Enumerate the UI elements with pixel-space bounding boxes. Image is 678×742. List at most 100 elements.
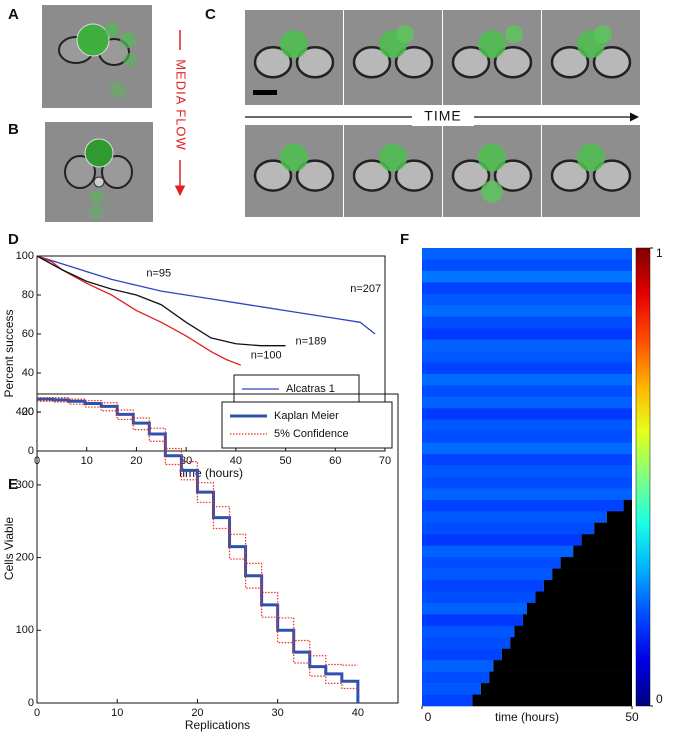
time-lapse bbox=[245, 10, 640, 217]
panel-label: F bbox=[400, 231, 409, 248]
panel-label: E bbox=[8, 476, 18, 493]
dead-region bbox=[552, 568, 632, 581]
heatmap-row bbox=[422, 522, 595, 535]
dead-region bbox=[543, 580, 632, 592]
time-label-bg bbox=[412, 108, 474, 126]
heatmap-row bbox=[422, 351, 632, 363]
legend-box bbox=[221, 401, 393, 449]
dead-region bbox=[501, 648, 632, 661]
y-tick-label: 0 bbox=[28, 445, 34, 457]
series-line bbox=[36, 255, 286, 347]
heatmap-row bbox=[422, 499, 624, 512]
dead-region bbox=[527, 602, 632, 615]
annotation: n=189 bbox=[296, 336, 327, 348]
heatmap-row bbox=[422, 305, 632, 317]
y-tick-label: 80 bbox=[22, 289, 34, 301]
heatmap-row bbox=[422, 683, 481, 695]
colorbar-tick-label: 1 bbox=[656, 246, 663, 260]
heatmap-row bbox=[422, 534, 582, 546]
micrograph-a bbox=[42, 5, 152, 108]
legend-label: Kaplan Meier bbox=[274, 410, 339, 422]
y-tick-label: 100 bbox=[16, 624, 34, 636]
panel-label: A bbox=[8, 6, 19, 23]
micrograph-b bbox=[45, 122, 153, 222]
heatmap-row bbox=[422, 408, 632, 421]
dead-region bbox=[581, 534, 632, 546]
heatmap-row bbox=[422, 488, 632, 501]
heatmap-row bbox=[422, 385, 632, 398]
heatmap-row bbox=[422, 328, 632, 340]
heatmap-row bbox=[422, 660, 494, 672]
x-tick-label: 30 bbox=[272, 707, 284, 719]
heatmap-row bbox=[422, 477, 632, 489]
x-tick-label: 0 bbox=[425, 710, 432, 724]
x-axis-label: time (hours) bbox=[179, 466, 243, 480]
heatmap-row bbox=[422, 431, 632, 443]
heatmap-row bbox=[422, 511, 607, 524]
y-tick-label: 0 bbox=[28, 697, 34, 709]
plot-frame bbox=[36, 255, 386, 452]
colorbar-tick-label: 0 bbox=[656, 692, 663, 706]
heatmap-row bbox=[422, 293, 632, 306]
y-tick-label: 100 bbox=[16, 250, 34, 262]
dead-region bbox=[560, 557, 632, 569]
heatmap-row bbox=[422, 373, 632, 386]
x-tick-label: 10 bbox=[81, 455, 93, 467]
x-axis-label: Replications bbox=[185, 718, 250, 732]
annotation: n=100 bbox=[251, 349, 282, 361]
time-label: TIME bbox=[424, 108, 461, 124]
plot-frame bbox=[36, 393, 399, 704]
x-tick-label: 30 bbox=[180, 455, 192, 467]
dead-region bbox=[480, 683, 632, 695]
media-flow-label: MEDIA FLOW bbox=[174, 59, 189, 151]
step-line bbox=[37, 400, 358, 690]
heatmap-row bbox=[422, 568, 553, 581]
x-tick-label: 60 bbox=[329, 455, 341, 467]
heatmap-row bbox=[422, 625, 515, 638]
dead-region bbox=[510, 637, 632, 650]
y-axis-label: Percent success bbox=[2, 309, 16, 397]
annotation: n=207 bbox=[350, 283, 381, 295]
x-tick-label: 50 bbox=[279, 455, 291, 467]
dead-region bbox=[573, 545, 632, 558]
heatmap-row bbox=[422, 465, 632, 478]
dead-region bbox=[514, 625, 632, 638]
heatmap-row bbox=[422, 580, 544, 592]
dead-region bbox=[606, 511, 632, 524]
heatmap-row bbox=[422, 545, 574, 558]
heatmap-row bbox=[422, 648, 502, 661]
panel-label: B bbox=[8, 121, 19, 138]
heatmap-row bbox=[422, 442, 632, 455]
y-tick-label: 200 bbox=[16, 551, 34, 563]
heatmap-row bbox=[422, 248, 632, 260]
dead-region bbox=[535, 591, 632, 604]
heatmap-row bbox=[422, 557, 561, 569]
heatmap-row bbox=[422, 362, 632, 375]
y-tick-label: 60 bbox=[22, 328, 34, 340]
heatmap-row bbox=[422, 282, 632, 295]
x-tick-label: 50 bbox=[625, 710, 639, 724]
heatmap-row bbox=[422, 671, 490, 684]
heatmap-row bbox=[422, 602, 527, 615]
y-tick-label: 20 bbox=[22, 406, 34, 418]
x-tick-label: 40 bbox=[352, 707, 364, 719]
heatmap-row bbox=[422, 454, 632, 466]
heatmap-row bbox=[422, 396, 632, 409]
dead-region bbox=[522, 614, 632, 627]
series-line bbox=[36, 255, 242, 366]
legend-label: 5% Confidence bbox=[274, 428, 349, 440]
y-tick-label: 400 bbox=[16, 406, 34, 418]
heatmap-row bbox=[422, 694, 473, 707]
step-line bbox=[37, 397, 358, 666]
x-tick-label: 0 bbox=[34, 707, 40, 719]
step-line bbox=[37, 397, 360, 703]
panel-label: D bbox=[8, 231, 19, 248]
heatmap-row bbox=[422, 270, 632, 283]
x-tick-label: 10 bbox=[111, 707, 123, 719]
y-tick-label: 40 bbox=[22, 367, 34, 379]
x-tick-label: 20 bbox=[191, 707, 203, 719]
series-line bbox=[36, 255, 376, 335]
heatmap-row bbox=[422, 591, 536, 604]
heatmap-row bbox=[422, 259, 632, 272]
